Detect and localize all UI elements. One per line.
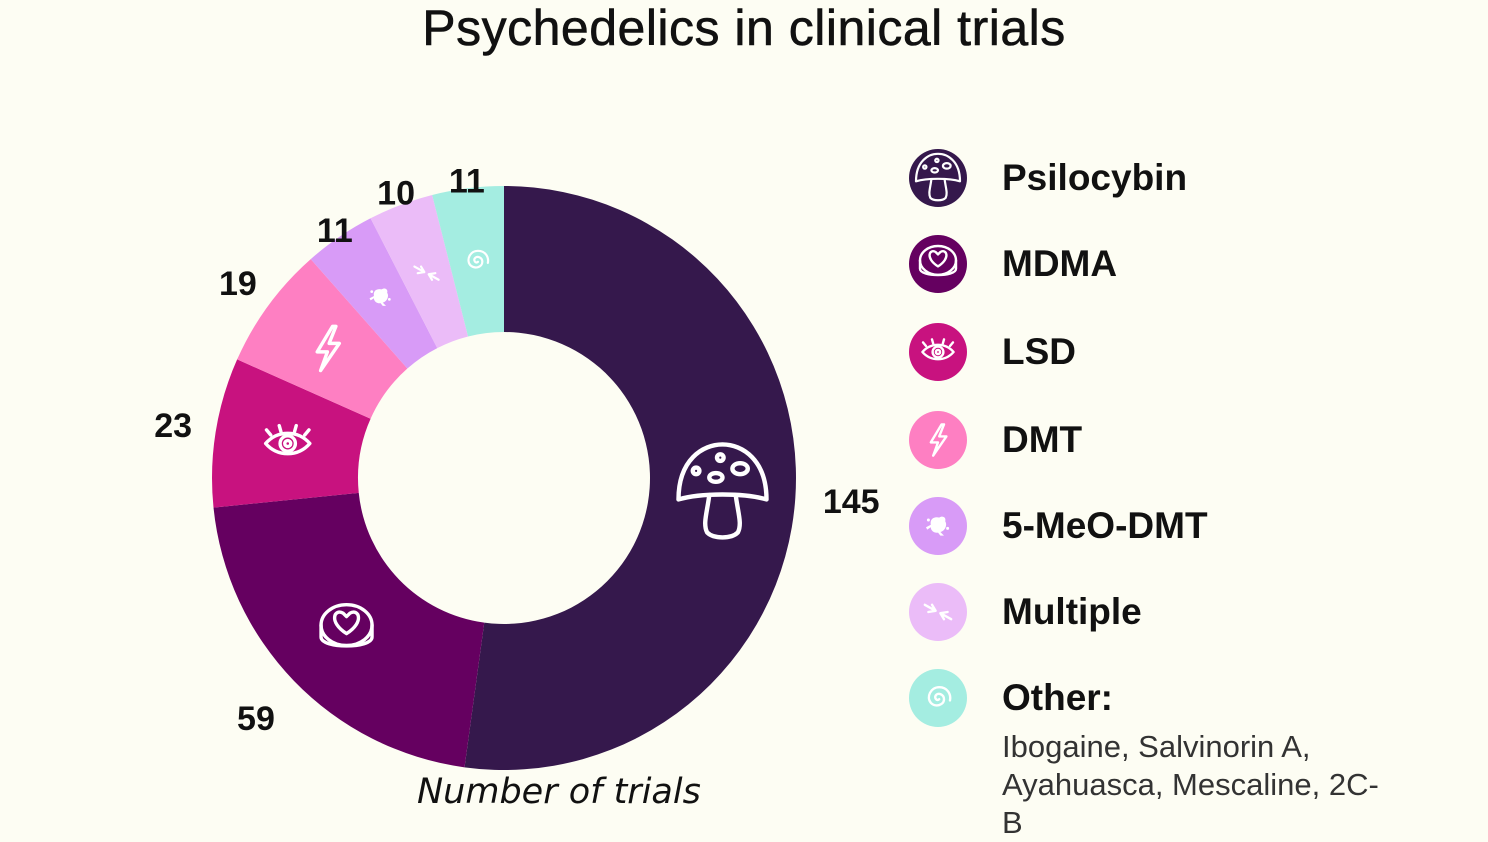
eye-icon	[263, 423, 312, 456]
legend-label: Multiple	[1002, 591, 1142, 632]
lightning-icon	[315, 324, 342, 373]
value-label: 19	[219, 265, 257, 303]
legend-item-dmt: DMT	[908, 410, 1082, 470]
axis-note: Number of trials	[417, 772, 701, 812]
legend-label: Psilocybin	[1002, 157, 1188, 198]
legend-label: Other:	[1002, 677, 1113, 718]
legend-label: MDMA	[1002, 243, 1118, 284]
legend-label: LSD	[1002, 331, 1076, 372]
value-label: 11	[449, 162, 485, 200]
mushroom-icon	[909, 149, 967, 207]
spiral-icon	[467, 249, 490, 269]
legend-item-other: Other:	[908, 668, 1113, 728]
legend-item-5-meo-dmt: 5-MeO-DMT	[908, 496, 1208, 556]
heart-pill-icon	[319, 603, 374, 648]
legend-item-multiple: Multiple	[908, 582, 1142, 642]
legend-item-mdma: MDMA	[908, 234, 1117, 294]
arrows-icon	[909, 583, 967, 641]
slice-dmt	[237, 259, 408, 419]
value-label: 11	[317, 212, 353, 250]
frog-icon	[909, 497, 967, 555]
other-note: Ibogaine, Salvinorin A, Ayahuasca, Mesca…	[1002, 729, 1379, 840]
legend-label: 5-MeO-DMT	[1002, 505, 1208, 546]
eye-icon	[909, 323, 967, 381]
value-label: 10	[377, 175, 415, 213]
legend-item-lsd: LSD	[908, 322, 1076, 382]
slice-psilocybin	[464, 186, 797, 770]
spiral-icon	[909, 669, 967, 727]
page-title: Psychedelics in clinical trials	[422, 0, 1066, 56]
arrows-icon	[413, 265, 440, 281]
value-label: 59	[237, 700, 275, 738]
value-label: 23	[154, 407, 192, 445]
lightning-icon	[909, 411, 967, 469]
slice-multiple	[370, 194, 469, 349]
legend-label: DMT	[1002, 419, 1083, 460]
value-label: 145	[823, 483, 880, 521]
mushroom-icon	[676, 442, 769, 540]
heart-pill-icon	[909, 235, 967, 293]
frog-icon	[369, 288, 391, 306]
legend-item-psilocybin: Psilocybin	[908, 148, 1187, 208]
